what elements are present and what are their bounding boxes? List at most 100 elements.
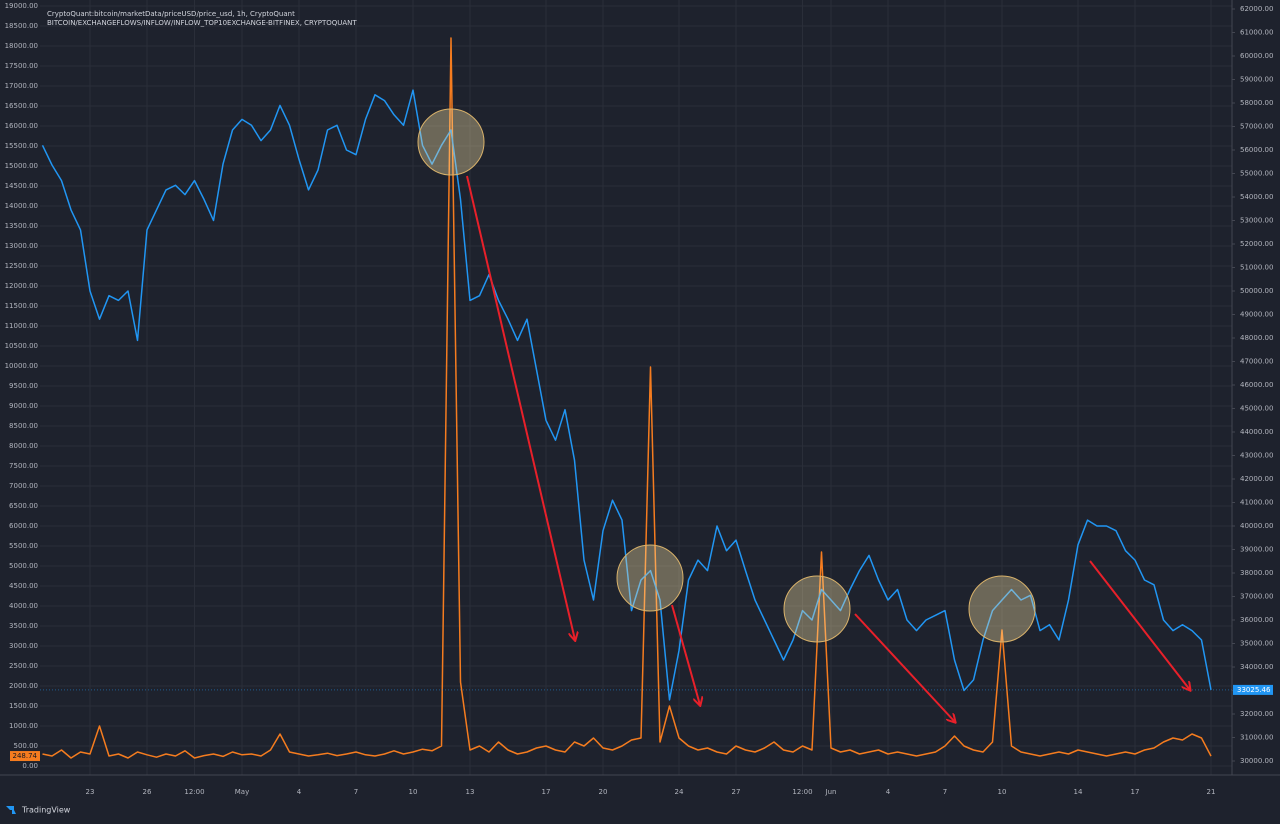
y-tick-label: 9500.00 (9, 382, 38, 390)
x-tick-label: 7 (354, 788, 358, 796)
y-tick-label: 2000.00 (9, 682, 38, 690)
y2-tick-label: 35000.00 (1240, 640, 1273, 648)
y-tick-label: 1000.00 (9, 722, 38, 730)
y-tick-label: 2500.00 (9, 662, 38, 670)
y2-tick-label: 31000.00 (1240, 734, 1273, 742)
y2-tick-label: 62000.00 (1240, 5, 1273, 13)
y2-tick-label: 47000.00 (1240, 358, 1273, 366)
x-tick-label: 12:00 (184, 788, 204, 796)
y2-tick-label: 45000.00 (1240, 405, 1273, 413)
y-tick-label: 12500.00 (5, 262, 38, 270)
y2-tick-label: 50000.00 (1240, 287, 1273, 295)
last-value-tag (10, 751, 40, 762)
series-line (41, 89, 1212, 701)
y2-tick-label: 44000.00 (1240, 428, 1273, 436)
y-tick-label: 4000.00 (9, 602, 38, 610)
y2-tick-label: 54000.00 (1240, 193, 1273, 201)
y2-tick-label: 38000.00 (1240, 569, 1273, 577)
x-tick-label: 10 (998, 788, 1007, 796)
y-tick-label: 3500.00 (9, 622, 38, 630)
y2-tick-label: 36000.00 (1240, 616, 1273, 624)
y2-tick-label: 59000.00 (1240, 76, 1273, 84)
y-tick-label: 11000.00 (5, 322, 38, 330)
y-tick-label: 9000.00 (9, 402, 38, 410)
x-tick-label: 20 (599, 788, 608, 796)
y2-tick-label: 57000.00 (1240, 123, 1273, 131)
x-tick-label: 26 (143, 788, 152, 796)
y-tick-label: 1500.00 (9, 702, 38, 710)
x-tick-label: 10 (409, 788, 418, 796)
y-tick-label: 7500.00 (9, 462, 38, 470)
y2-tick-label: 55000.00 (1240, 170, 1273, 178)
y-tick-label: 13000.00 (5, 242, 38, 250)
highlight-circle (417, 108, 485, 176)
arrow (854, 613, 955, 722)
x-tick-label: May (235, 788, 249, 796)
y2-tick-label: 53000.00 (1240, 217, 1273, 225)
arrow (466, 175, 575, 640)
highlight-circle (783, 575, 851, 643)
x-tick-label: 27 (732, 788, 741, 796)
y-tick-label: 5500.00 (9, 542, 38, 550)
x-tick-label: 4 (886, 788, 891, 796)
x-tick-label: 24 (675, 788, 684, 796)
y-tick-label: 18000.00 (5, 42, 38, 50)
y-tick-label: 18500.00 (5, 22, 38, 30)
arrow (1089, 560, 1190, 690)
last-value-label: 33025.46 (1237, 686, 1271, 694)
y2-tick-label: 61000.00 (1240, 29, 1273, 37)
x-tick-label: 17 (1131, 788, 1140, 796)
y2-tick-label: 34000.00 (1240, 663, 1273, 671)
y-tick-label: 13500.00 (5, 222, 38, 230)
y-tick-label: 12000.00 (5, 282, 38, 290)
y-tick-label: 15000.00 (5, 162, 38, 170)
y-tick-label: 10000.00 (5, 362, 38, 370)
y2-tick-label: 58000.00 (1240, 99, 1273, 107)
y-tick-label: 16000.00 (5, 122, 38, 130)
annotations (417, 108, 1190, 722)
x-tick-label: 7 (943, 788, 947, 796)
y-tick-label: 8500.00 (9, 422, 38, 430)
y2-tick-label: 46000.00 (1240, 381, 1273, 389)
series-title: BITCOIN/EXCHANGEFLOWS/INFLOW/INFLOW_TOP1… (47, 19, 357, 27)
x-tick-label: 12:00 (792, 788, 812, 796)
y2-tick-label: 42000.00 (1240, 475, 1273, 483)
y2-tick-label: 49000.00 (1240, 311, 1273, 319)
x-tick-label: 21 (1207, 788, 1216, 796)
y-tick-label: 4500.00 (9, 582, 38, 590)
series-line (42, 37, 1212, 759)
logo-icon (6, 806, 16, 814)
highlight-circle (616, 544, 684, 612)
y-tick-label: 17500.00 (5, 62, 38, 70)
x-tick-label: 17 (542, 788, 551, 796)
y2-tick-label: 43000.00 (1240, 452, 1273, 460)
x-tick-label: Jun (825, 788, 837, 796)
y2-tick-label: 56000.00 (1240, 146, 1273, 154)
y-tick-label: 3000.00 (9, 642, 38, 650)
y2-tick-label: 32000.00 (1240, 710, 1273, 718)
plot (40, 37, 1232, 759)
y-tick-label: 16500.00 (5, 102, 38, 110)
series-title: CryptoQuant:bitcoin/marketData/priceUSD/… (47, 10, 295, 18)
y-tick-label: 11500.00 (5, 302, 38, 310)
y-tick-label: 8000.00 (9, 442, 38, 450)
y-tick-label: 14000.00 (5, 202, 38, 210)
y2-tick-label: 37000.00 (1240, 593, 1273, 601)
branding: TradingView (21, 806, 71, 815)
arrow (671, 604, 700, 705)
y2-tick-label: 39000.00 (1240, 546, 1273, 554)
y-tick-label: 0.00 (22, 762, 38, 770)
highlight-circle (968, 575, 1036, 643)
y2-tick-label: 40000.00 (1240, 522, 1273, 530)
y-tick-label: 15500.00 (5, 142, 38, 150)
y-tick-label: 10500.00 (5, 342, 38, 350)
x-tick-label: 4 (297, 788, 302, 796)
y-tick-label: 5000.00 (9, 562, 38, 570)
y-tick-label: 6500.00 (9, 502, 38, 510)
y2-tick-label: 51000.00 (1240, 264, 1273, 272)
y2-tick-label: 52000.00 (1240, 240, 1273, 248)
y-tick-label: 7000.00 (9, 482, 38, 490)
